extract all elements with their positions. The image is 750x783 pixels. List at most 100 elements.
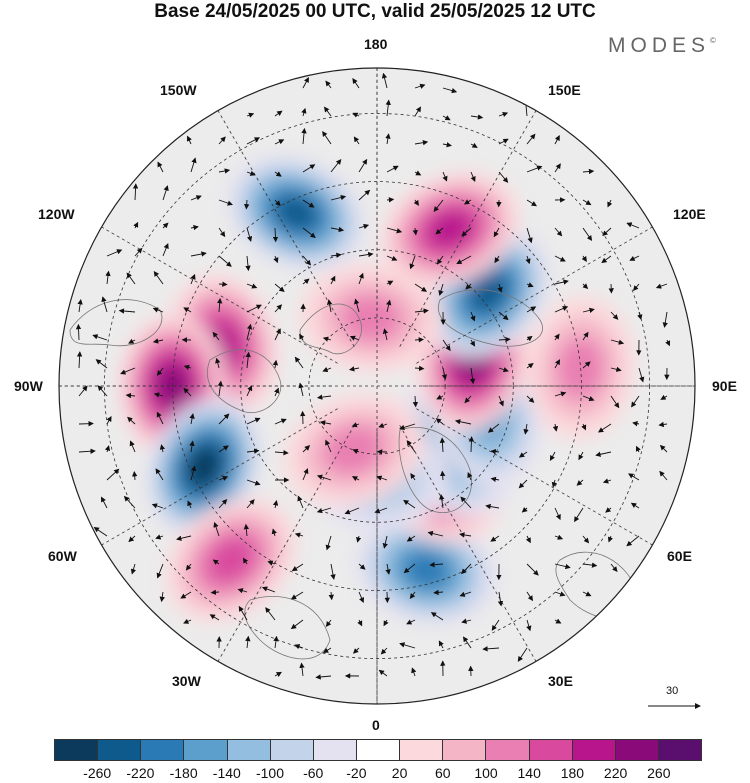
wind-arrow [245,351,251,369]
wind-arrow [456,255,472,265]
wind-arrow [245,635,251,649]
wind-arrow [127,416,136,425]
coastlines [69,289,641,660]
wind-arrow [470,171,476,183]
wind-arrow [218,281,228,287]
wind-arrow [469,339,476,347]
wind-arrow [243,199,250,210]
wind-arrow [526,227,533,244]
anomaly-contour [276,196,316,230]
wind-arrow [386,280,394,286]
wind-arrow [106,416,112,425]
wind-arrow [274,283,285,293]
wind-arrow [554,507,561,521]
wind-arrow [316,474,332,481]
wind-arrow [662,311,668,328]
wind-arrow [162,222,169,229]
wind-arrow [470,142,478,148]
wind-arrow [554,534,564,540]
wind-arrow [274,671,282,677]
colorbar-tick: -260 [83,765,112,781]
colorbar-segment [98,740,142,760]
wind-arrow [189,440,195,453]
wind-arrow [93,527,108,537]
wind-arrow [554,227,563,237]
wind-arrow [497,283,503,293]
colorbar-tick: 60 [435,765,451,781]
wind-arrow [632,283,640,291]
wind-arrow [610,366,622,372]
wind-arrow [326,299,333,313]
wind-arrow [330,563,336,580]
coastline [438,289,543,347]
wind-arrow [97,385,108,397]
wind-arrow [632,421,640,427]
wind-arrow [330,252,342,258]
wind-arrow [189,413,195,425]
wind-arrow [554,618,562,624]
wind-arrow [155,534,164,540]
wind-arrow [607,535,613,543]
anomaly-contour [470,274,507,312]
wind-arrow [469,367,476,385]
wind-arrow [325,535,332,551]
wind-arrow [517,647,528,662]
wind-arrow [291,563,304,572]
wind-arrow [607,199,613,208]
wind-arrow [490,476,500,483]
wind-arrow [526,199,537,207]
wind-arrow [349,366,360,372]
colorbar-tick-labels: -260 -220 -180 -140 -100 -60 -20 20 60 100 140 180 2… [54,765,702,783]
wind-arrow [330,275,336,285]
wind-arrow [582,331,589,341]
wind-arrow [246,479,261,486]
wind-arrow [328,591,334,601]
colorbar-segment [184,740,228,760]
wind-arrow [385,99,391,117]
wind-arrow [319,420,332,426]
wind-arrow [485,503,500,510]
wind-arrow [125,392,136,399]
wind-arrow [498,367,509,373]
wind-arrow [525,255,531,265]
wind-arrow [438,283,444,296]
wind-arrow [302,199,315,208]
wind-arrow [358,251,374,258]
wind-arrow [490,535,500,542]
lon-label-0: 0 [372,717,380,733]
wind-arrow [602,478,612,484]
wind-arrow [358,189,371,201]
wind-arrow [601,255,612,264]
wind-arrow [582,562,598,568]
wind-arrow [106,249,123,257]
wind-arrow [378,669,388,677]
wind-arrow [272,227,279,243]
wind-arrow [487,423,500,433]
wind-arrow [467,472,473,481]
wind-arrow [410,473,416,481]
wind-arrow [439,494,445,509]
wind-vectors [75,72,671,680]
wind-arrow [442,115,451,121]
wind-arrow [626,222,640,229]
wind-arrow [491,619,500,631]
wind-arrow [427,530,444,537]
wind-arrow [120,367,136,375]
wind-arrow [298,382,304,397]
colorbar-tick: -100 [255,765,285,781]
wind-arrow [409,255,416,270]
wind-arrow [185,563,192,571]
wind-arrow [187,500,193,509]
colorbar-segment [615,740,659,760]
wind-arrow [246,227,253,242]
wind-arrow [123,495,136,509]
wind-arrow [582,199,592,206]
wind-arrow [526,306,537,313]
colorbar-segment [658,740,702,760]
wind-arrow [152,338,164,344]
wind-arrow [325,619,332,627]
wind-arrow [436,255,444,265]
wind-arrow [322,366,332,372]
wind-arrow [302,445,311,453]
lon-label-60w: 60W [48,548,77,564]
